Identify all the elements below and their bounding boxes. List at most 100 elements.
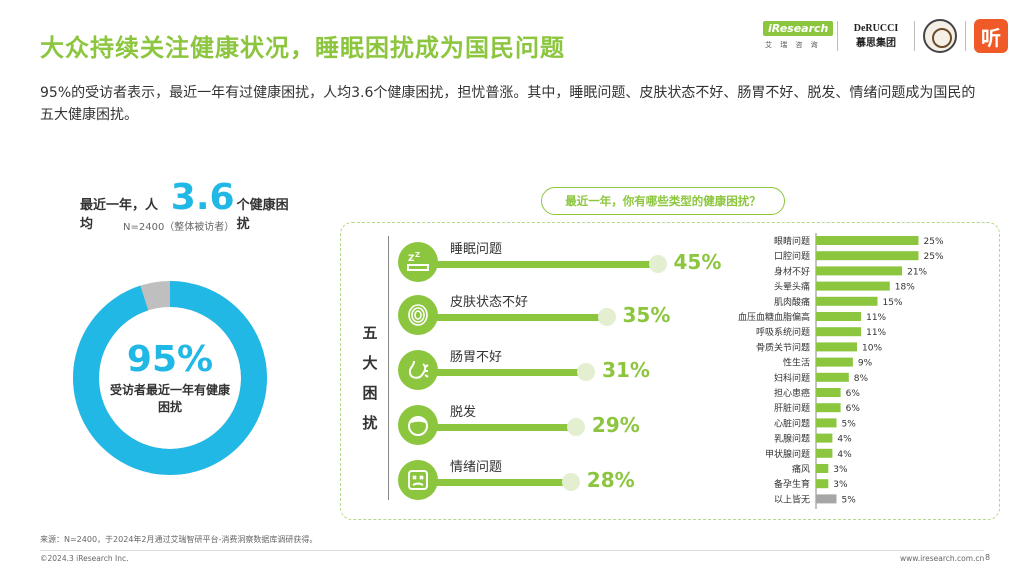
concern-value-label: 4% — [837, 435, 852, 445]
top-concern-label: 皮肤状态不好 — [450, 295, 529, 310]
top-concern-bar-end — [561, 473, 580, 491]
concern-value-label: 18% — [895, 283, 915, 293]
concern-value-label: 11% — [866, 328, 886, 338]
five-label-char: 五 — [362, 324, 378, 342]
top-concern-row: 情绪问题 28% — [398, 460, 728, 510]
iresearch-logo: iResearch 艾 瑞 咨 询 — [761, 21, 834, 51]
top-concern-value-label: 45% — [673, 250, 722, 274]
top-concern-bar — [428, 369, 587, 376]
website: www.iresearch.com.cn — [900, 554, 985, 563]
concern-bar — [816, 448, 833, 458]
concern-bar — [816, 403, 841, 413]
top-concern-bar — [428, 479, 571, 486]
average-prefix: 最近一年，人均 — [80, 198, 159, 232]
top-concern-label: 脱发 — [450, 405, 477, 420]
top-concern-bar — [428, 424, 576, 431]
concern-bar — [816, 464, 829, 473]
category-label: 性生活 — [783, 357, 810, 369]
top-concern-row: Z Z 睡眠问题 45% — [398, 242, 728, 292]
donut-percent: 95% — [126, 339, 214, 380]
donut-arc — [73, 281, 267, 475]
derucci-logo: DeRUCCI 慕思集团 — [846, 23, 906, 49]
top-concern-bar-end — [648, 255, 667, 273]
five-label-char: 困 — [362, 384, 378, 402]
concern-value-label: 25% — [924, 237, 944, 247]
top-concern-bar — [428, 261, 658, 268]
derucci-logo-cn: 慕思集团 — [856, 38, 896, 49]
donut-caption: 受访者最近一年有健康困扰 — [110, 383, 231, 414]
category-label: 血压血糖血脂偏高 — [738, 311, 810, 323]
concern-bar — [816, 357, 853, 367]
top-concern-bar-end — [577, 363, 596, 381]
concern-bar — [816, 296, 878, 306]
upset-face-icon — [398, 460, 438, 500]
top-concern-label: 肠胃不好 — [450, 350, 503, 365]
concern-value-label: 3% — [833, 480, 848, 490]
top-concern-value-label: 28% — [586, 468, 635, 492]
category-label: 妇科问题 — [774, 372, 810, 384]
category-label: 眼睛问题 — [774, 235, 810, 247]
logo-divider — [965, 21, 966, 51]
concern-value-label: 5% — [842, 495, 857, 505]
category-label: 担心患癌 — [774, 387, 810, 399]
top-concern-row: 脱发 29% — [398, 405, 728, 455]
five-label-char: 扰 — [362, 414, 378, 432]
concern-value-label: 15% — [883, 298, 903, 308]
average-value: 3.6 — [170, 177, 235, 218]
logo-divider — [914, 21, 915, 51]
concern-bar — [816, 312, 862, 321]
page-number: 8 — [985, 553, 991, 562]
concern-bar — [816, 433, 833, 443]
chart-panel-title: 最近一年，你有哪些类型的健康困扰？ — [541, 187, 785, 215]
iresearch-logo-text: iResearch — [763, 21, 834, 36]
concern-value-label: 10% — [862, 343, 882, 353]
concern-value-label: 3% — [833, 465, 848, 475]
ting-logo: 听 — [974, 19, 1008, 53]
concern-bar — [816, 388, 841, 397]
top-concern-label: 睡眠问题 — [450, 242, 503, 257]
concern-value-label: 8% — [854, 374, 869, 384]
concern-value-label: 21% — [907, 267, 927, 277]
concern-bar — [816, 251, 919, 261]
five-concerns-rule — [388, 236, 389, 500]
top-concern-bar-end — [597, 308, 616, 326]
iresearch-logo-subtext: 艾 瑞 咨 询 — [765, 41, 821, 49]
concern-bar — [816, 342, 857, 352]
category-label: 骨质关节问题 — [756, 341, 810, 353]
top-concern-value-label: 35% — [622, 303, 671, 327]
footer-divider — [40, 550, 984, 551]
concern-bar — [816, 281, 890, 291]
category-label: 肝脏问题 — [774, 402, 810, 414]
svg-text:Z: Z — [415, 251, 420, 259]
chart-panel — [340, 222, 1000, 520]
category-label: 痛风 — [792, 463, 810, 475]
concern-value-label: 11% — [866, 313, 886, 323]
concern-value-label: 4% — [837, 450, 852, 460]
top-concern-label: 情绪问题 — [450, 460, 503, 475]
concern-value-label: 6% — [846, 389, 861, 399]
five-concerns-label: 五 大 困 扰 — [360, 318, 380, 438]
concern-bar — [816, 327, 862, 337]
donut-chart — [73, 281, 267, 475]
seal-logo-icon — [923, 19, 957, 53]
category-label: 呼吸系统问题 — [756, 326, 810, 338]
page-subtitle: 95%的受访者表示，最近一年有过健康困扰，人均3.6个健康困扰，担忧普涨。其中，… — [40, 85, 976, 123]
concern-bar — [816, 372, 849, 382]
concern-bar — [816, 494, 837, 504]
stomach-icon — [398, 350, 438, 390]
all-concerns-chart: 眼睛问题 25% 口腔问题 25% 身材不好 21% 头晕头痛 18% 肌肉酸痛 15% 血压血糖血… — [738, 233, 944, 509]
fingerprint-skin-icon — [398, 295, 438, 335]
concern-bar — [816, 418, 837, 428]
category-label: 乳腺问题 — [774, 433, 810, 445]
top-concern-value-label: 29% — [591, 413, 640, 437]
concern-value-label: 6% — [846, 404, 861, 414]
page-title: 大众持续关注健康状况，睡眠困扰成为国民问题 — [40, 34, 565, 62]
category-label: 头晕头痛 — [774, 281, 810, 293]
hair-head-icon — [398, 405, 438, 445]
category-label: 心脏问题 — [774, 417, 810, 429]
category-label: 身材不好 — [774, 265, 810, 277]
top-concern-row: 肠胃不好 31% — [398, 350, 728, 400]
logo-bar: iResearch 艾 瑞 咨 询 DeRUCCI 慕思集团 听 — [761, 18, 1008, 54]
category-label: 肌肉酸痛 — [774, 296, 810, 308]
